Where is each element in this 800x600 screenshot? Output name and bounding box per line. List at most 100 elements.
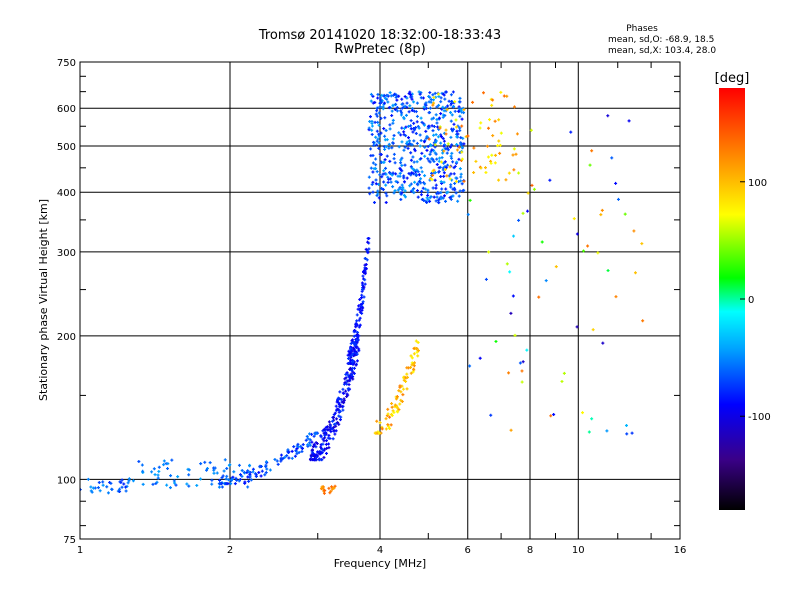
data-point: [360, 311, 364, 315]
data-point: [443, 194, 447, 198]
data-point: [388, 426, 392, 430]
data-point: [412, 139, 416, 143]
data-point: [468, 198, 472, 202]
x-tick-labels: 1 2 4 6 8 10 16: [77, 545, 687, 556]
data-point: [208, 461, 212, 465]
data-point: [443, 160, 447, 164]
data-point: [312, 434, 316, 438]
data-point: [397, 389, 401, 393]
data-point: [433, 143, 437, 147]
data-point: [453, 109, 457, 113]
data-point: [442, 93, 446, 97]
data-point: [389, 180, 393, 184]
data-point: [490, 153, 494, 157]
data-point: [548, 178, 552, 182]
data-point: [560, 379, 564, 383]
data-point: [414, 131, 418, 135]
data-point: [349, 349, 353, 353]
data-point: [455, 160, 459, 164]
data-point: [431, 186, 435, 190]
data-point: [393, 161, 397, 165]
data-point: [165, 483, 169, 487]
data-point: [357, 318, 361, 322]
data-point: [380, 175, 384, 179]
data-point: [379, 131, 383, 135]
data-point: [614, 181, 618, 185]
data-point: [360, 308, 364, 312]
data-point: [432, 149, 436, 153]
data-point: [431, 129, 435, 133]
data-point: [276, 462, 280, 466]
data-point: [358, 323, 362, 327]
data-point: [246, 475, 250, 479]
data-point: [525, 348, 529, 352]
data-point: [369, 92, 373, 96]
data-point: [343, 381, 347, 385]
data-point: [410, 143, 414, 147]
data-point: [418, 144, 422, 148]
data-point: [334, 424, 338, 428]
data-point: [452, 105, 456, 109]
data-point: [419, 193, 423, 197]
data-point: [392, 191, 396, 195]
data-point: [336, 397, 340, 401]
data-point: [400, 169, 404, 173]
data-point: [459, 108, 463, 112]
data-point: [273, 457, 277, 461]
data-point: [429, 100, 433, 104]
data-point: [306, 443, 310, 447]
data-point: [504, 178, 508, 182]
data-point: [234, 476, 238, 480]
data-point: [321, 447, 325, 451]
plot-frame: [79, 61, 681, 540]
data-point: [90, 490, 94, 494]
data-point: [374, 112, 378, 116]
data-point: [491, 134, 495, 138]
data-point: [452, 166, 456, 170]
data-point: [442, 139, 446, 143]
data-point: [346, 357, 350, 361]
data-point: [402, 148, 406, 152]
data-point: [380, 93, 384, 97]
data-point: [217, 485, 221, 489]
data-point: [397, 408, 401, 412]
data-point: [292, 445, 296, 449]
data-point: [383, 101, 387, 105]
data-point: [106, 491, 110, 495]
data-point: [458, 189, 462, 193]
data-point: [479, 121, 483, 125]
data-point: [426, 193, 430, 197]
data-point: [338, 390, 342, 394]
data-point: [205, 468, 209, 472]
data-point: [512, 168, 516, 172]
data-point: [325, 428, 329, 432]
data-point: [451, 194, 455, 198]
data-point: [119, 480, 123, 484]
data-point: [337, 422, 341, 426]
data-point: [89, 485, 93, 489]
data-point: [327, 420, 331, 424]
data-point: [458, 126, 462, 130]
data-point: [392, 411, 396, 415]
data-point: [458, 167, 462, 171]
data-point: [416, 341, 420, 345]
data-point: [442, 171, 446, 175]
data-point: [405, 96, 409, 100]
data-point: [449, 119, 453, 123]
data-point: [462, 108, 466, 112]
data-point: [355, 319, 359, 323]
data-point: [327, 486, 331, 490]
data-point: [397, 131, 401, 135]
data-point: [187, 473, 191, 477]
data-point: [358, 297, 362, 301]
data-point: [494, 339, 498, 343]
data-point: [521, 211, 525, 215]
data-point: [403, 145, 407, 149]
data-point: [464, 135, 468, 139]
data-point: [420, 151, 424, 155]
data-point: [350, 369, 354, 373]
y-tick-label: 300: [57, 248, 76, 259]
data-point: [333, 484, 337, 488]
data-point: [355, 313, 359, 317]
data-point: [459, 175, 463, 179]
